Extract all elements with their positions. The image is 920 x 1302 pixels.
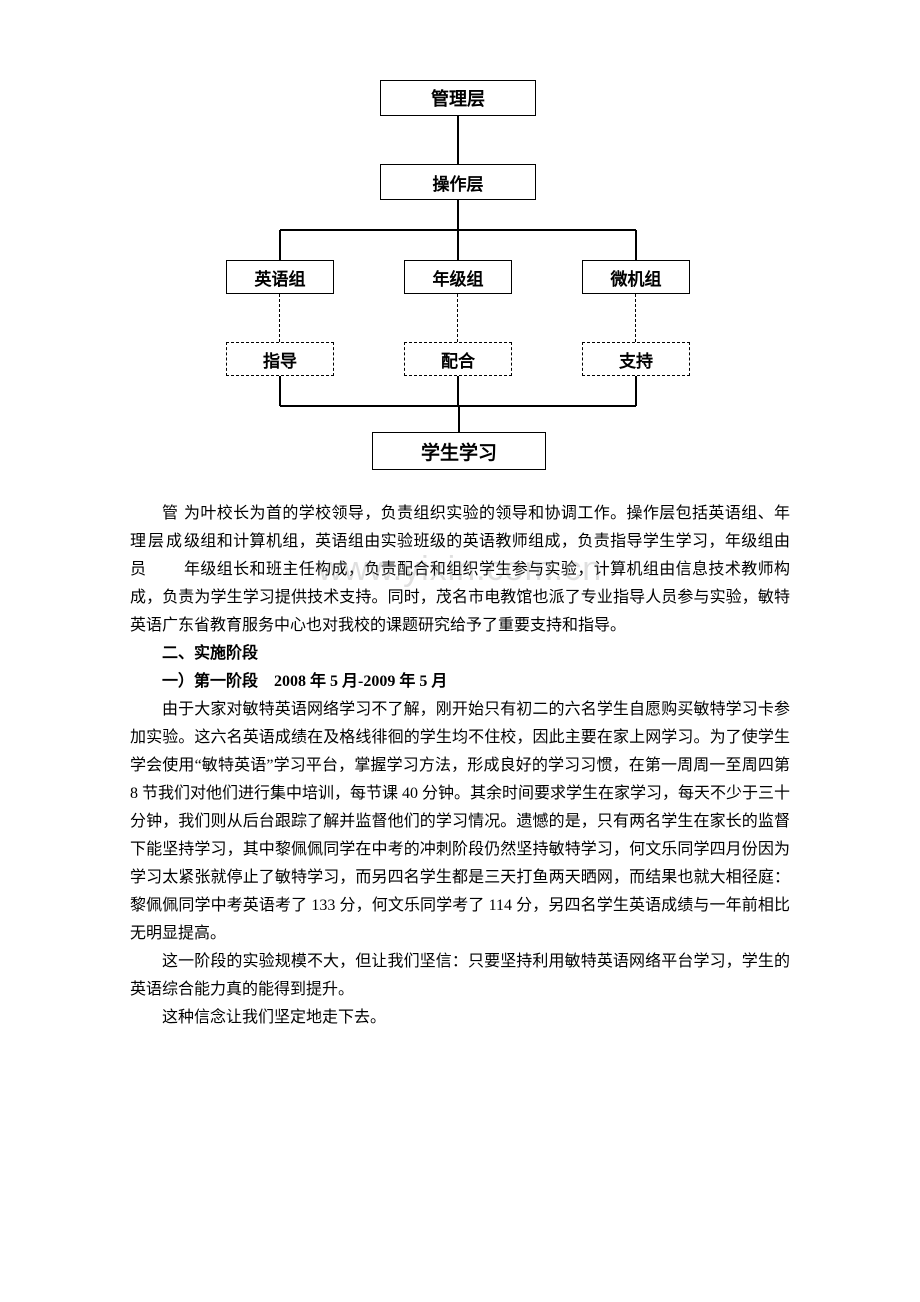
node-coop: 配合 — [404, 342, 512, 376]
paragraph-2: 由于大家对敏特英语网络学习不了解，刚开始只有初二的六名学生自愿购买敏特学习卡参加… — [130, 696, 790, 948]
edge — [457, 116, 459, 164]
paragraph-4: 这种信念让我们坚定地走下去。 — [130, 1004, 790, 1032]
node-mgmt: 管理层 — [380, 80, 536, 116]
node-guide: 指导 — [226, 342, 334, 376]
node-eng: 英语组 — [226, 260, 334, 294]
heading-2: 二、实施阶段 — [130, 640, 790, 668]
hang-label: 管理层成员 — [130, 500, 184, 584]
edge — [458, 406, 460, 432]
edge — [457, 200, 459, 230]
edge — [279, 230, 281, 260]
node-op: 操作层 — [380, 164, 536, 200]
document-page: 管理层操作层英语组年级组微机组指导配合支持学生学习 www.yixin.com.… — [0, 0, 920, 1132]
edge — [457, 230, 459, 260]
paragraph-3: 这一阶段的实验规模不大，但让我们坚信：只要坚持利用敏特英语网络平台学习，学生的英… — [130, 948, 790, 1004]
edge — [279, 294, 280, 342]
paragraph-1: 为叶校长为首的学校领导，负责组织实验的领导和协调工作。操作层包括英语组、年级组和… — [130, 500, 790, 640]
node-learn: 学生学习 — [372, 432, 546, 470]
heading-3: 一）第一阶段 2008 年 5 月-2009 年 5 月 — [130, 668, 790, 696]
edge — [635, 294, 636, 342]
body-text-block: 管理层成员 为叶校长为首的学校领导，负责组织实验的领导和协调工作。操作层包括英语… — [130, 500, 790, 1032]
edge — [635, 376, 637, 406]
node-comp: 微机组 — [582, 260, 690, 294]
node-grade: 年级组 — [404, 260, 512, 294]
node-support: 支持 — [582, 342, 690, 376]
org-flowchart: 管理层操作层英语组 年级组 微机组指导 配合 支持学生学习 — [200, 80, 720, 500]
edge — [635, 230, 637, 260]
edge — [457, 376, 459, 406]
edge — [457, 294, 458, 342]
edge — [279, 376, 281, 406]
